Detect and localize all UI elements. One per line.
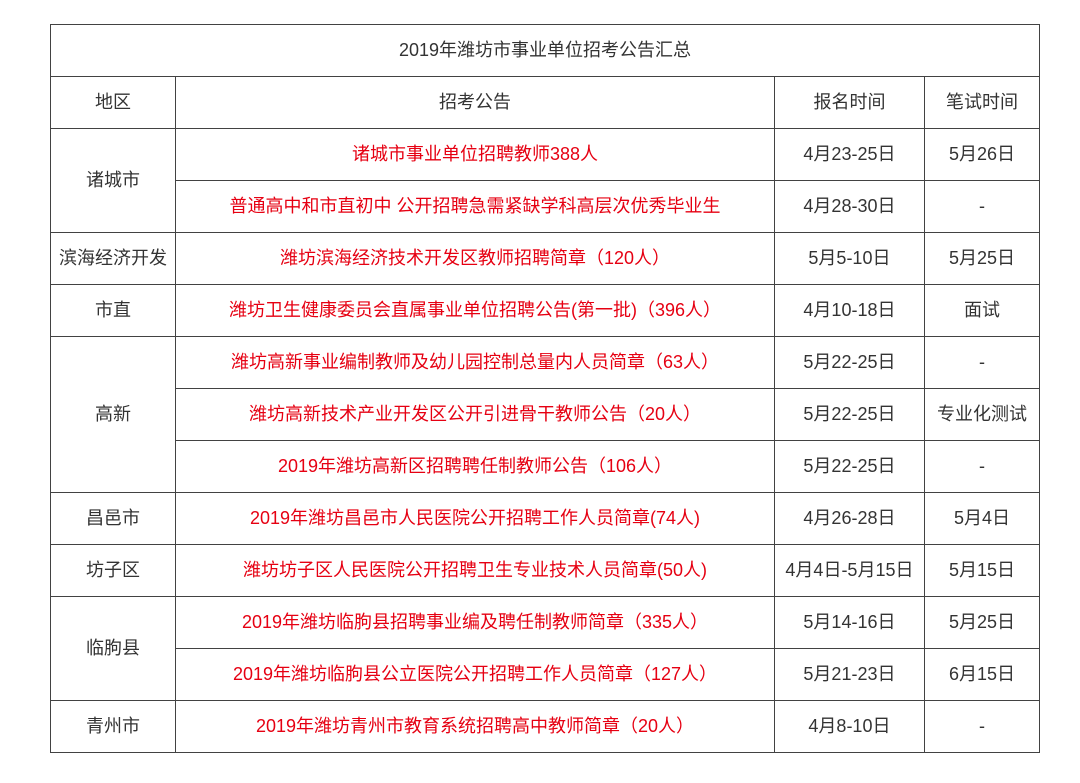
col-header-notice: 招考公告 [176,77,775,129]
exam-date: 面试 [924,285,1039,337]
exam-date: 5月15日 [924,545,1039,597]
region-cell: 滨海经济开发 [51,233,176,285]
table-row: 滨海经济开发潍坊滨海经济技术开发区教师招聘简章（120人）5月5-10日5月25… [51,233,1040,285]
notice-link[interactable]: 2019年潍坊临朐县公立医院公开招聘工作人员简章（127人） [176,649,775,701]
table-row: 坊子区潍坊坊子区人民医院公开招聘卫生专业技术人员简章(50人)4月4日-5月15… [51,545,1040,597]
table-row: 临朐县2019年潍坊临朐县招聘事业编及聘任制教师简章（335人）5月14-16日… [51,597,1040,649]
exam-date: - [924,441,1039,493]
col-header-region: 地区 [51,77,176,129]
recruitment-table: 2019年潍坊市事业单位招考公告汇总地区招考公告报名时间笔试时间诸城市诸城市事业… [50,24,1040,753]
table-row: 潍坊高新技术产业开发区公开引进骨干教师公告（20人）5月22-25日专业化测试 [51,389,1040,441]
registration-date: 5月5-10日 [774,233,924,285]
registration-date: 4月8-10日 [774,701,924,753]
exam-date: 5月26日 [924,129,1039,181]
region-cell: 青州市 [51,701,176,753]
region-cell: 昌邑市 [51,493,176,545]
registration-date: 5月21-23日 [774,649,924,701]
table-row: 普通高中和市直初中 公开招聘急需紧缺学科高层次优秀毕业生4月28-30日- [51,181,1040,233]
registration-date: 4月23-25日 [774,129,924,181]
notice-link[interactable]: 普通高中和市直初中 公开招聘急需紧缺学科高层次优秀毕业生 [176,181,775,233]
notice-link[interactable]: 2019年潍坊昌邑市人民医院公开招聘工作人员简章(74人) [176,493,775,545]
exam-date: 专业化测试 [924,389,1039,441]
table-row: 2019年潍坊临朐县公立医院公开招聘工作人员简章（127人）5月21-23日6月… [51,649,1040,701]
notice-link[interactable]: 诸城市事业单位招聘教师388人 [176,129,775,181]
region-cell: 诸城市 [51,129,176,233]
notice-link[interactable]: 潍坊高新事业编制教师及幼儿园控制总量内人员简章（63人） [176,337,775,389]
exam-date: - [924,337,1039,389]
table-row: 市直潍坊卫生健康委员会直属事业单位招聘公告(第一批)（396人）4月10-18日… [51,285,1040,337]
exam-date: 6月15日 [924,649,1039,701]
registration-date: 4月26-28日 [774,493,924,545]
exam-date: 5月25日 [924,597,1039,649]
notice-link[interactable]: 潍坊坊子区人民医院公开招聘卫生专业技术人员简章(50人) [176,545,775,597]
registration-date: 4月28-30日 [774,181,924,233]
table-title: 2019年潍坊市事业单位招考公告汇总 [51,25,1040,77]
table-row: 昌邑市2019年潍坊昌邑市人民医院公开招聘工作人员简章(74人)4月26-28日… [51,493,1040,545]
table-title-row: 2019年潍坊市事业单位招考公告汇总 [51,25,1040,77]
table-row: 诸城市诸城市事业单位招聘教师388人4月23-25日5月26日 [51,129,1040,181]
notice-link[interactable]: 2019年潍坊临朐县招聘事业编及聘任制教师简章（335人） [176,597,775,649]
exam-date: - [924,181,1039,233]
registration-date: 4月10-18日 [774,285,924,337]
exam-date: 5月4日 [924,493,1039,545]
table-row: 青州市2019年潍坊青州市教育系统招聘高中教师简章（20人）4月8-10日- [51,701,1040,753]
col-header-registration: 报名时间 [774,77,924,129]
region-cell: 临朐县 [51,597,176,701]
registration-date: 5月22-25日 [774,389,924,441]
notice-link[interactable]: 潍坊卫生健康委员会直属事业单位招聘公告(第一批)（396人） [176,285,775,337]
region-cell: 高新 [51,337,176,493]
region-cell: 市直 [51,285,176,337]
notice-link[interactable]: 2019年潍坊高新区招聘聘任制教师公告（106人） [176,441,775,493]
registration-date: 5月22-25日 [774,337,924,389]
registration-date: 5月14-16日 [774,597,924,649]
table-row: 2019年潍坊高新区招聘聘任制教师公告（106人）5月22-25日- [51,441,1040,493]
notice-link[interactable]: 潍坊高新技术产业开发区公开引进骨干教师公告（20人） [176,389,775,441]
table-row: 高新潍坊高新事业编制教师及幼儿园控制总量内人员简章（63人）5月22-25日- [51,337,1040,389]
col-header-exam: 笔试时间 [924,77,1039,129]
table-header-row: 地区招考公告报名时间笔试时间 [51,77,1040,129]
notice-link[interactable]: 潍坊滨海经济技术开发区教师招聘简章（120人） [176,233,775,285]
registration-date: 4月4日-5月15日 [774,545,924,597]
notice-link[interactable]: 2019年潍坊青州市教育系统招聘高中教师简章（20人） [176,701,775,753]
registration-date: 5月22-25日 [774,441,924,493]
exam-date: - [924,701,1039,753]
region-cell: 坊子区 [51,545,176,597]
exam-date: 5月25日 [924,233,1039,285]
